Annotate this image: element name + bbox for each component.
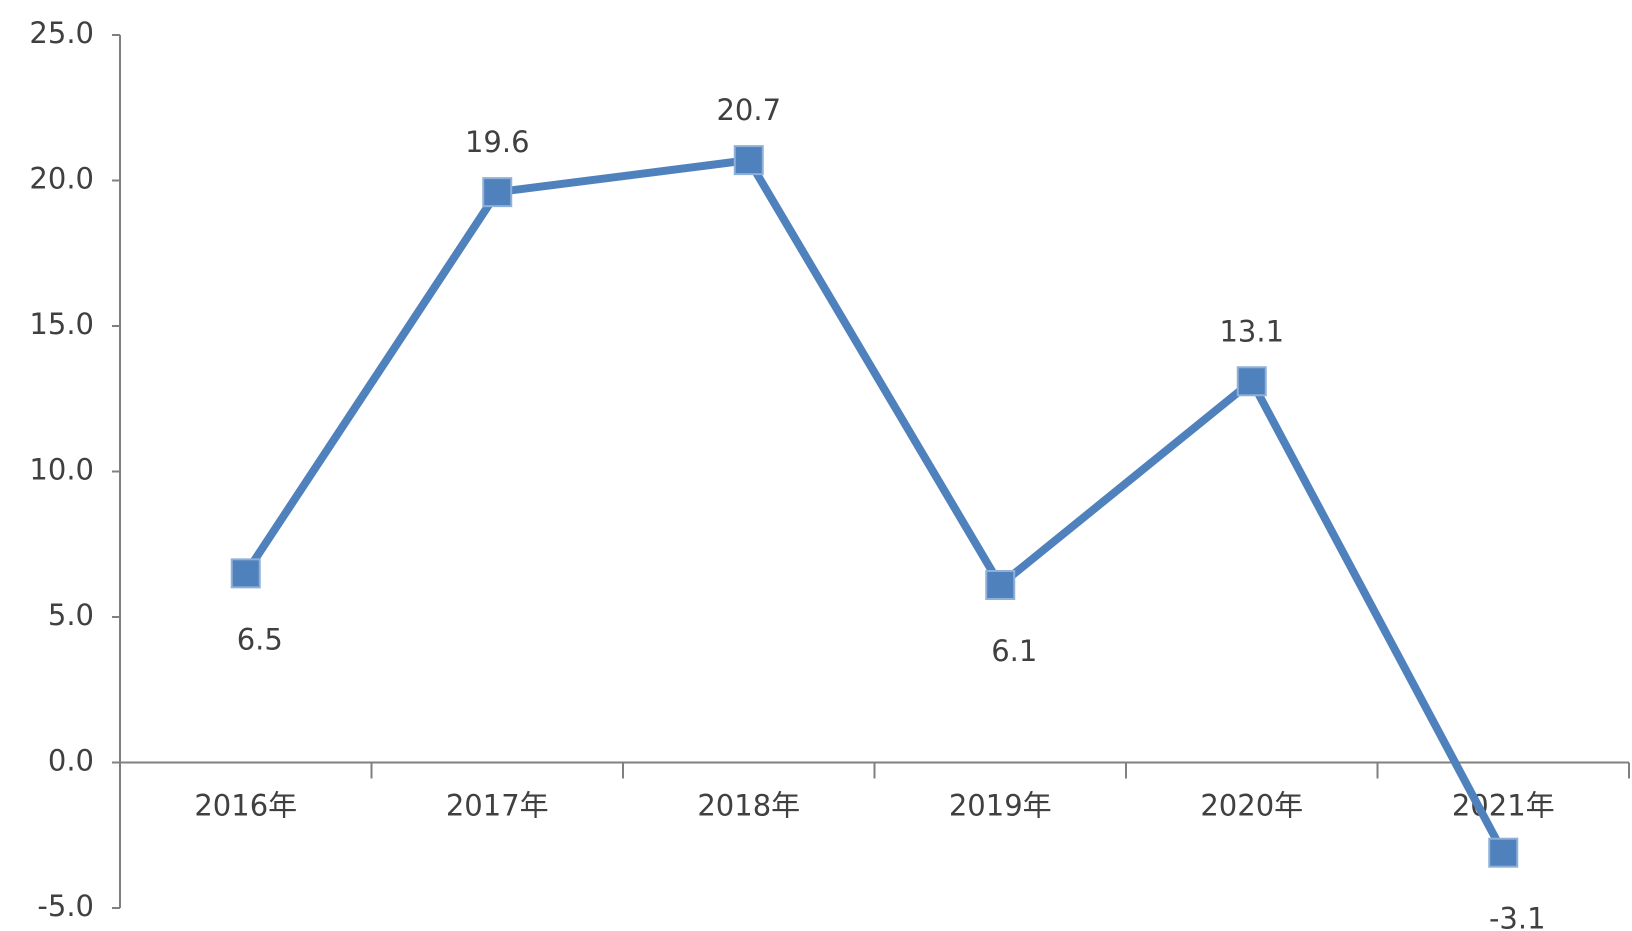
x-tick-label: 2018年 xyxy=(697,789,800,823)
y-tick-label: 10.0 xyxy=(29,453,94,487)
marker xyxy=(985,569,1016,600)
line xyxy=(242,156,1507,855)
y-tick-label: -5.0 xyxy=(37,889,94,923)
y-tick-label: 20.0 xyxy=(29,162,94,196)
x-tick-label: 2020年 xyxy=(1200,789,1303,823)
y-tick-label: 15.0 xyxy=(29,307,94,341)
data-label: 13.1 xyxy=(1219,314,1284,348)
data-label: -3.1 xyxy=(1489,902,1546,931)
x-tick-label: 2017年 xyxy=(446,789,549,823)
x-tick-label: 2019年 xyxy=(949,789,1052,823)
data-label: 20.7 xyxy=(716,93,781,127)
marker xyxy=(1488,837,1519,868)
marker xyxy=(230,558,261,589)
y-tick-label: 5.0 xyxy=(48,598,94,632)
marker xyxy=(1236,366,1267,397)
data-label: 6.1 xyxy=(991,634,1037,668)
x-tick-label: 2016年 xyxy=(194,789,297,823)
data-label: 19.6 xyxy=(465,125,530,159)
y-tick-label: 25.0 xyxy=(29,16,94,50)
y-tick-label: 0.0 xyxy=(48,744,94,778)
data-label: 6.5 xyxy=(237,622,283,656)
marker xyxy=(482,177,513,208)
marker xyxy=(733,145,764,176)
